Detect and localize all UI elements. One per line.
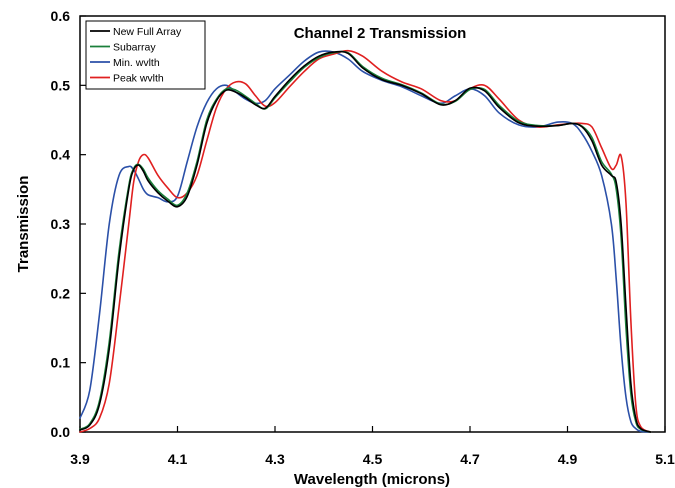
y-tick-label: 0.1	[51, 355, 71, 371]
legend-label-subarray: Subarray	[113, 41, 156, 53]
legend: New Full Array Subarray Min. wvlth Peak wvl…	[85, 20, 206, 90]
series-line-subarray	[79, 50, 652, 433]
y-axis-title: Transmission	[15, 176, 32, 273]
x-tick-label: 4.5	[363, 451, 383, 467]
legend-label-min-wvlth: Min. wvlth	[113, 57, 160, 69]
x-tick-label: 3.9	[70, 451, 90, 467]
chart-title: Channel 2 Transmission	[294, 25, 467, 42]
series-line-peak-wvlth	[79, 49, 652, 433]
y-tick-label: 0.3	[51, 216, 71, 232]
x-tick-label: 4.3	[265, 451, 285, 467]
legend-label-new-full-array: New Full Array	[113, 26, 182, 38]
legend-label-peak-wvlth: Peak wvlth	[113, 72, 164, 84]
series-line-min-wvlth	[79, 50, 652, 433]
x-tick-label: 4.9	[558, 451, 578, 467]
y-tick-label: 0.0	[51, 424, 71, 440]
axis-ticks	[79, 15, 666, 433]
series-layer	[79, 49, 652, 433]
series-line-new-full-array	[79, 50, 652, 433]
y-tick-label: 0.2	[51, 285, 71, 301]
y-tick-label: 0.6	[51, 8, 71, 24]
x-axis-title: Wavelength (microns)	[294, 471, 450, 488]
y-tick-label: 0.4	[51, 147, 71, 163]
x-tick-label: 4.1	[168, 451, 188, 467]
x-tick-label: 4.7	[460, 451, 480, 467]
tick-labels: 3.9 4.1 4.3 4.5 4.7 4.9 5.1 0.0 0.1 0.2 0.3 0.4 0.5 0…	[51, 8, 675, 467]
x-tick-label: 5.1	[655, 451, 675, 467]
y-tick-label: 0.5	[51, 77, 71, 93]
